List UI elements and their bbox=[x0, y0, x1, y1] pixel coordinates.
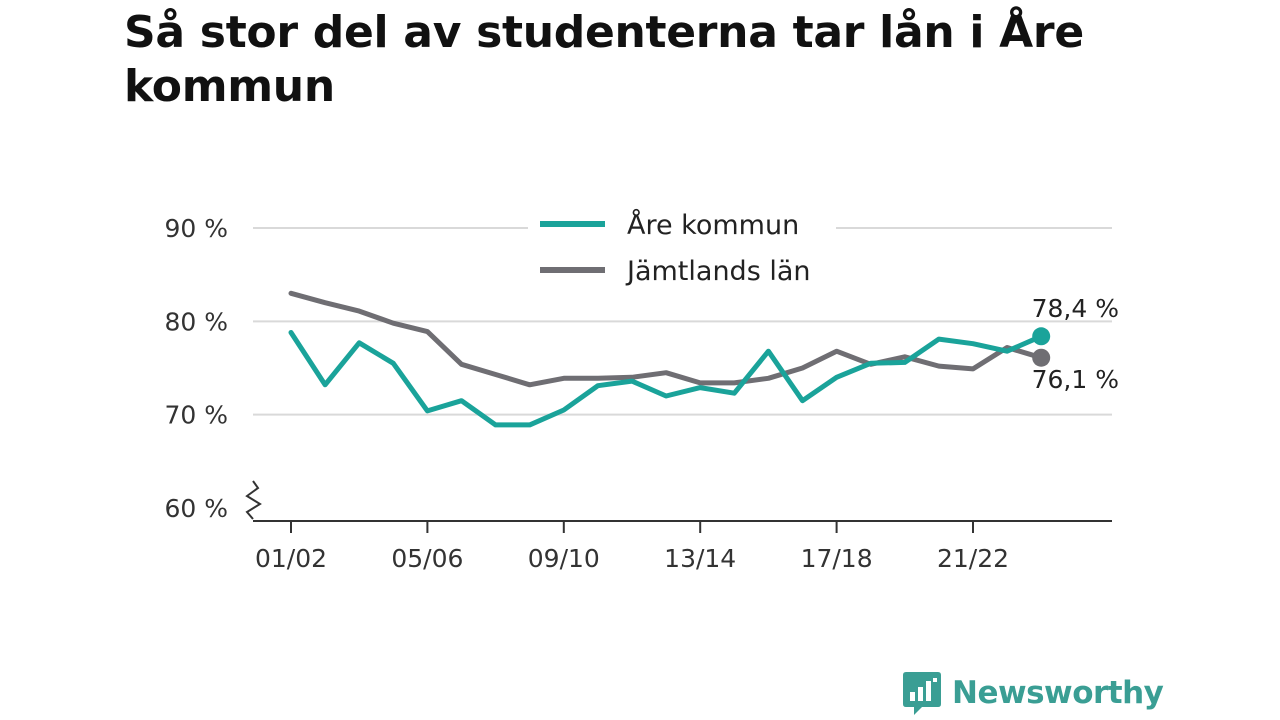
y-tick-label: 70 % bbox=[164, 401, 228, 430]
end-labels: 78,4 % 76,1 % bbox=[1032, 294, 1119, 394]
series-line bbox=[288, 290, 1044, 388]
brand-name: Newsworthy bbox=[952, 675, 1164, 711]
axis-break-icon bbox=[245, 480, 262, 520]
y-tick-label: 60 % bbox=[164, 494, 228, 523]
y-tick-label: 90 % bbox=[164, 214, 228, 243]
end-value-label: 78,4 % bbox=[1032, 294, 1119, 323]
y-tick-label: 80 % bbox=[164, 307, 228, 336]
x-tick-label: 21/22 bbox=[937, 544, 1009, 573]
bar-chart-speech-bubble-icon bbox=[903, 672, 941, 715]
newsworthy-logo: Newsworthy bbox=[902, 670, 1164, 716]
series-line bbox=[288, 330, 1044, 428]
series-end-point bbox=[1032, 348, 1051, 367]
x-tick-label: 09/10 bbox=[528, 544, 600, 573]
legend-label: Åre kommun bbox=[627, 209, 799, 241]
legend: Åre kommun Jämtlands län bbox=[528, 200, 836, 300]
legend-label: Jämtlands län bbox=[625, 256, 811, 287]
axes: 60 % 70 % 80 % 90 % 01/02 05/06 09/10 13/14 17/1… bbox=[164, 214, 1112, 573]
x-tick-label: 05/06 bbox=[391, 544, 463, 573]
series-lines bbox=[288, 290, 1051, 428]
x-tick-label: 01/02 bbox=[255, 544, 327, 573]
x-tick-label: 13/14 bbox=[664, 544, 736, 573]
end-value-label: 76,1 % bbox=[1032, 365, 1119, 394]
x-tick-label: 17/18 bbox=[801, 544, 873, 573]
series-end-point bbox=[1032, 327, 1051, 346]
chart-title: Så stor del av studenterna tar lån i Åre… bbox=[124, 7, 1084, 112]
legend-background bbox=[528, 200, 836, 300]
